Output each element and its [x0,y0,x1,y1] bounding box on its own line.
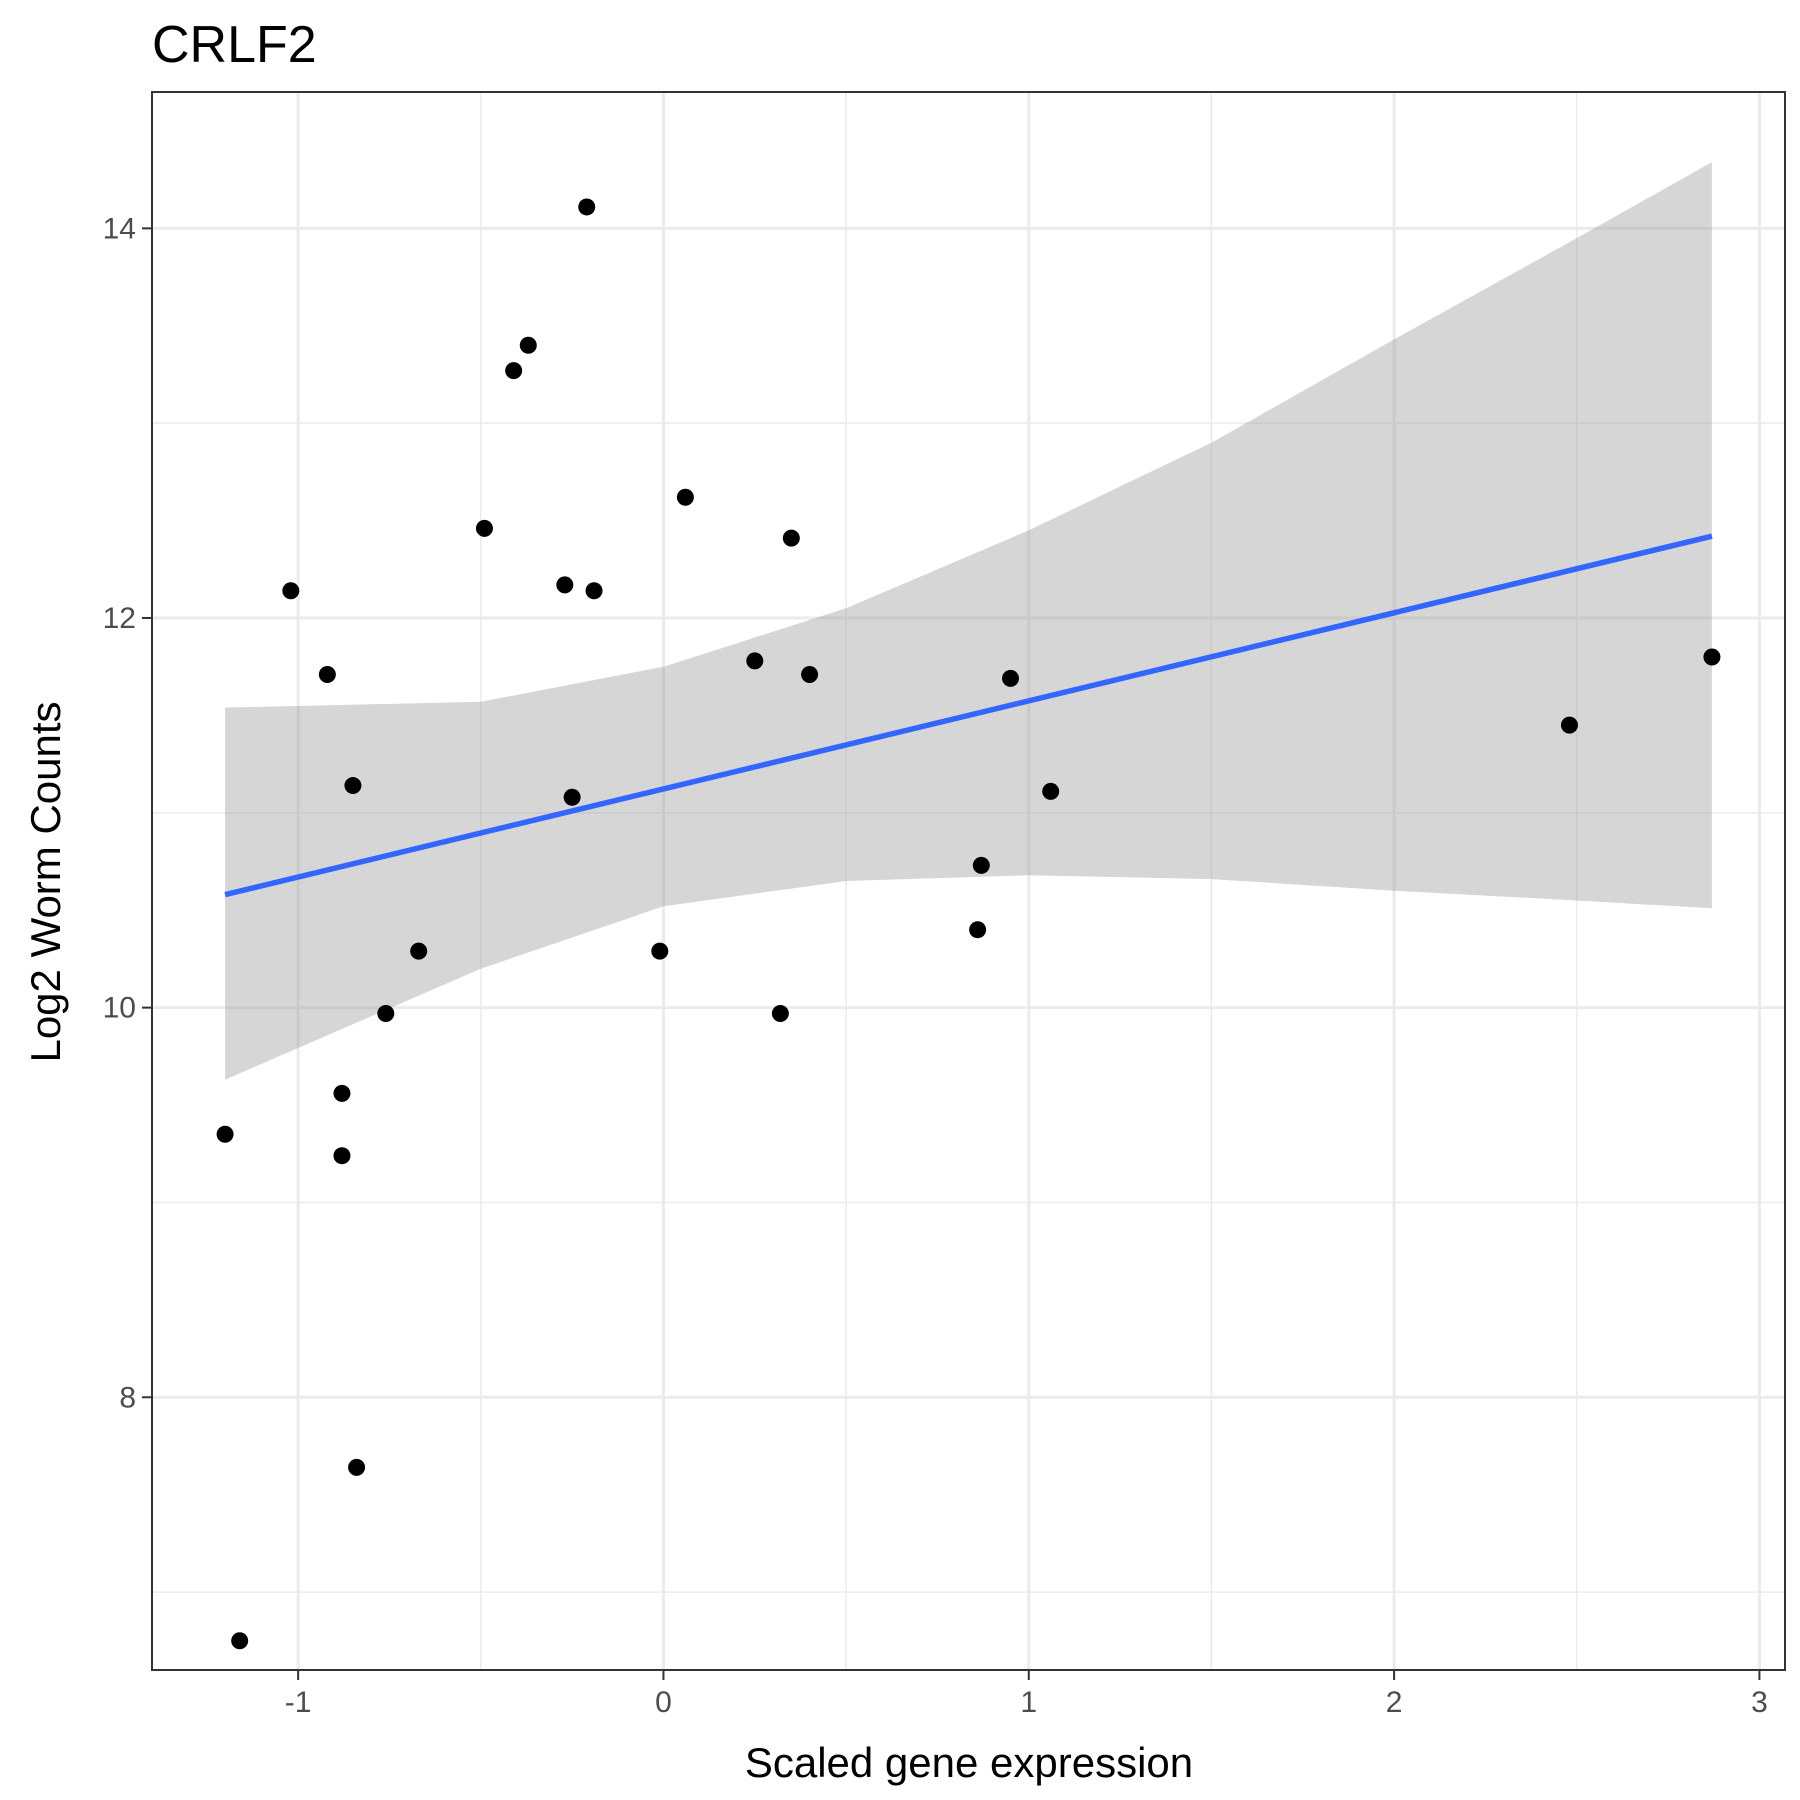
x-tick-label: 0 [655,1686,672,1719]
data-point [556,576,574,594]
data-point [216,1125,234,1143]
y-tick-label: 12 [103,602,136,635]
data-point [410,942,428,960]
x-tick-label: 1 [1020,1686,1037,1719]
x-tick-label: 3 [1751,1686,1768,1719]
data-point [1042,782,1060,800]
data-point [782,529,800,547]
data-point [318,665,336,683]
data-point [578,198,596,216]
data-point [563,788,581,806]
y-tick-label: 10 [103,992,136,1025]
data-point [231,1632,249,1650]
data-point [333,1147,351,1165]
data-point [505,362,523,380]
y-axis-title: Log2 Worm Counts [22,701,69,1062]
data-point [651,942,669,960]
confidence-band [225,162,1712,1080]
confidence-band-layer [225,162,1712,1080]
x-axis-title: Scaled gene expression [745,1739,1193,1786]
x-tick-label: -1 [285,1686,312,1719]
data-points [216,198,1721,1650]
data-point [972,856,990,874]
data-point [746,652,764,670]
data-point [801,665,819,683]
chart-title: CRLF2 [152,16,317,74]
data-point [1002,669,1020,687]
data-point [676,488,694,506]
y-tick-label: 8 [119,1381,136,1414]
data-point [519,336,537,354]
data-point [585,582,603,600]
data-point [348,1458,366,1476]
data-point [282,582,300,600]
data-point [1560,716,1578,734]
data-point [1703,648,1721,666]
fit-line-layer [224,533,1713,898]
data-point [344,777,362,795]
x-tick-label: 2 [1386,1686,1403,1719]
data-point [377,1004,395,1022]
regression-line [224,533,1713,898]
data-point [475,519,493,537]
panel-border [151,91,1786,1671]
data-point [771,1004,789,1022]
data-point [333,1084,351,1102]
data-point [969,921,987,939]
y-tick-label: 14 [103,212,136,245]
grid-lines [152,92,1785,1670]
